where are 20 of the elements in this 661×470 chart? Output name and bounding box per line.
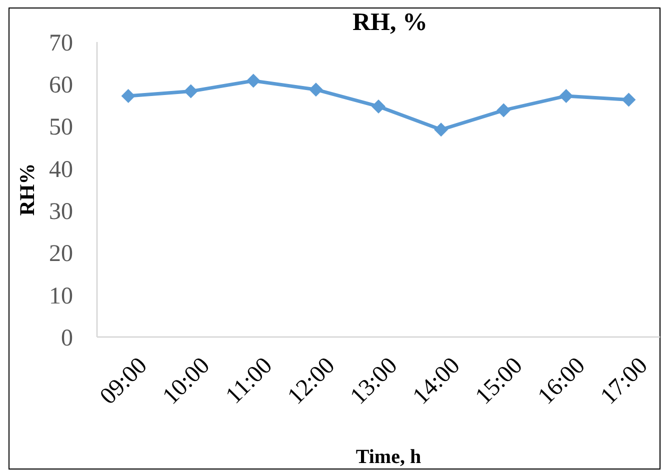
y-tick-label: 50 (49, 114, 73, 141)
y-tick-label: 30 (49, 198, 73, 225)
point (559, 88, 574, 103)
point (434, 122, 448, 137)
point (372, 99, 386, 114)
point (121, 88, 136, 103)
y-axis-title: RH% (15, 163, 39, 216)
point (308, 82, 323, 97)
x-axis-title: Time, h (356, 446, 422, 468)
y-tick-label: 70 (49, 30, 73, 56)
point (622, 92, 636, 107)
point (246, 74, 260, 88)
point (184, 84, 198, 98)
y-tick-label: 60 (49, 72, 73, 99)
y-tick-label: 0 (61, 325, 73, 352)
y-tick-label: 10 (49, 283, 73, 310)
point (496, 103, 511, 118)
y-tick-label: 20 (49, 241, 73, 268)
y-tick-label: 40 (49, 156, 73, 183)
chart-title: RH, % (352, 9, 428, 36)
